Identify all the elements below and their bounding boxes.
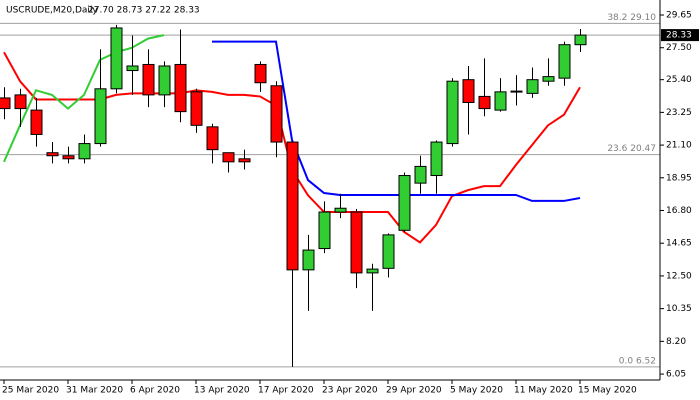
x-tick-label: 17 Apr 2020	[258, 386, 314, 396]
candle-body	[478, 95, 491, 110]
candle-body	[382, 234, 395, 269]
candle-body	[206, 126, 219, 151]
candle-body	[430, 141, 443, 177]
indicator-line	[3, 34, 165, 163]
last-price-label: 28.33	[666, 31, 692, 41]
candle-body	[14, 94, 27, 110]
candle-body	[558, 44, 571, 79]
candle-body	[494, 91, 507, 111]
candle-body	[414, 165, 427, 184]
y-tick-label: 25.40	[666, 75, 692, 85]
candle-body	[510, 90, 523, 93]
candle-body	[126, 65, 139, 72]
y-tick-label: 14.65	[666, 239, 692, 249]
candle-body	[270, 85, 283, 143]
candle-body	[318, 211, 331, 250]
y-tick-label: 27.50	[666, 43, 692, 53]
indicator-line	[212, 40, 581, 202]
candle-body	[0, 97, 11, 110]
candle-body	[78, 143, 91, 160]
y-tick-label: 10.35	[666, 304, 692, 314]
candle-body	[366, 268, 379, 274]
candle-body	[254, 63, 267, 84]
candle-body	[398, 175, 411, 231]
y-tick-label: 29.65	[666, 11, 692, 21]
fib-label: 0.0 6.52	[619, 356, 656, 366]
y-tick-label: 8.20	[666, 337, 686, 347]
x-tick-label: 31 Mar 2020	[66, 386, 123, 396]
candle-body	[62, 155, 75, 160]
candle-body	[30, 109, 43, 135]
candle-body	[574, 34, 587, 46]
ohlc-text: 27.70 28.73 27.22 28.33	[88, 6, 200, 16]
candle-body	[446, 80, 459, 145]
x-tick-label: 15 May 2020	[578, 386, 637, 396]
y-tick-label: 16.80	[666, 206, 692, 216]
y-tick-label: 18.95	[666, 173, 692, 183]
plot-area	[0, 22, 660, 368]
candle-body	[222, 152, 235, 163]
x-tick-label: 5 May 2020	[450, 386, 503, 396]
fib-label: 23.6 20.47	[607, 144, 656, 154]
x-tick-label: 13 Apr 2020	[194, 386, 250, 396]
y-tick-label: 12.50	[666, 271, 692, 281]
x-tick-label: 23 Apr 2020	[322, 386, 378, 396]
x-tick-label: 29 Apr 2020	[386, 386, 442, 396]
candle-body	[46, 152, 59, 157]
candle-body	[142, 63, 155, 96]
candle-body	[238, 158, 251, 163]
candle-body	[350, 211, 363, 274]
fib-label: 38.2 29.10	[607, 13, 656, 23]
chart-title: USCRUDE,M20,Daily	[6, 6, 98, 16]
last-price-box	[661, 29, 699, 42]
y-tick-label: 23.25	[666, 108, 692, 118]
candle-body	[286, 141, 299, 271]
candle-body	[158, 65, 171, 96]
x-tick-label: 11 May 2020	[514, 386, 573, 396]
candle-body	[462, 79, 475, 103]
y-tick-label: 21.10	[666, 141, 692, 151]
y-tick-label: 6.05	[666, 370, 686, 380]
candle-body	[302, 249, 315, 271]
candle-body	[94, 88, 107, 145]
x-tick-label: 6 Apr 2020	[130, 386, 180, 396]
candle-body	[174, 63, 187, 113]
candle-body	[110, 27, 123, 90]
candle-body	[334, 207, 347, 213]
candle-body	[526, 79, 539, 94]
candle-body	[190, 91, 203, 126]
candle-body	[542, 76, 555, 82]
x-tick-label: 25 Mar 2020	[2, 386, 59, 396]
